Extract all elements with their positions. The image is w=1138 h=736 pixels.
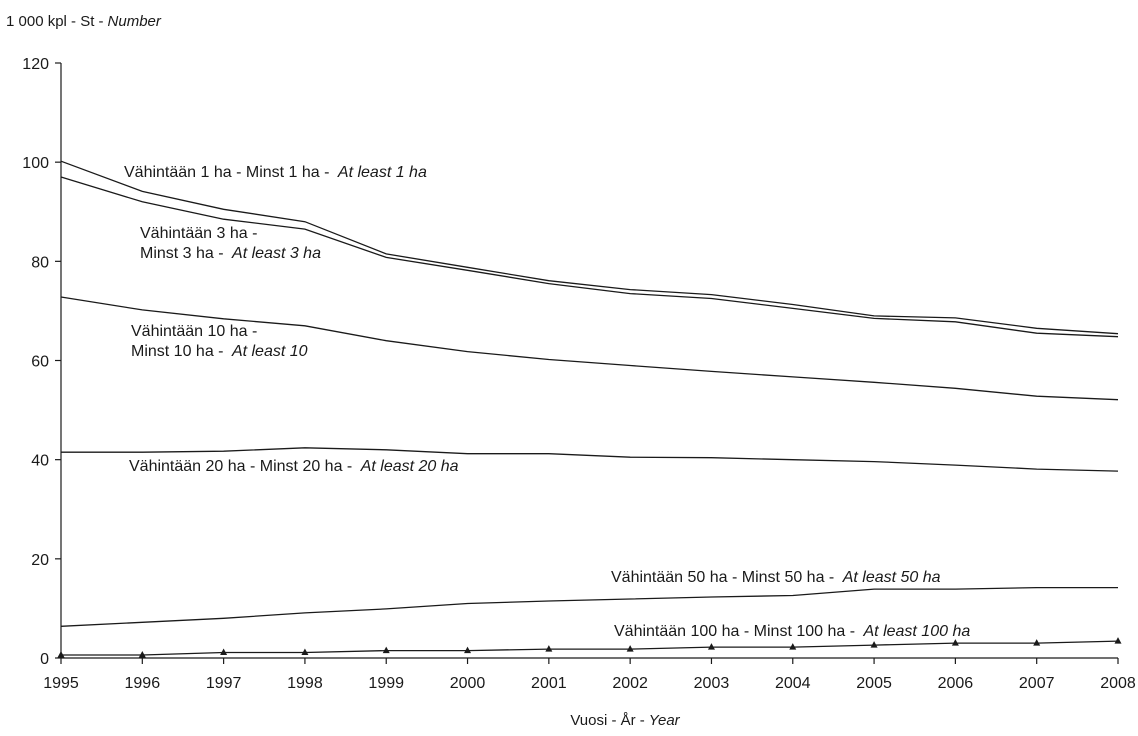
series-label-en: At least 3 ha — [231, 245, 321, 262]
y-tick-label: 60 — [31, 354, 49, 371]
data-point-marker — [626, 645, 634, 652]
series-line-1 — [60, 160, 1119, 335]
x-axis-title-en: Year — [649, 712, 681, 729]
data-point-marker — [789, 643, 797, 650]
series-label-text: Vähintään 1 ha - Minst 1 ha - — [124, 164, 334, 181]
data-point-marker — [545, 645, 553, 652]
series-group — [57, 160, 1122, 658]
data-point-marker — [220, 648, 228, 656]
series-label-2: Vähintään 3 ha - — [140, 225, 257, 242]
x-tick-label: 2008 — [1100, 675, 1136, 692]
x-tick-label: 2007 — [1019, 675, 1055, 692]
data-point-marker — [951, 639, 959, 646]
series-label-5: Vähintään 50 ha - Minst 50 ha - At least… — [611, 569, 941, 586]
series-line-5 — [60, 586, 1118, 627]
series-label-4: Vähintään 20 ha - Minst 20 ha - At least… — [129, 458, 459, 475]
series-line-4 — [61, 447, 1119, 472]
data-point-marker — [464, 646, 472, 654]
x-tick-label: 1999 — [368, 675, 404, 692]
series-line-2 — [60, 176, 1119, 338]
x-tick-label: 2003 — [694, 675, 730, 692]
y-axis-title: 1 000 kpl - St - Number — [6, 13, 162, 30]
x-tick-label: 2000 — [450, 675, 486, 692]
data-point-marker — [1114, 637, 1122, 644]
series-label-6: Vähintään 100 ha - Minst 100 ha - At lea… — [614, 623, 970, 640]
data-point-marker — [138, 651, 146, 658]
y-tick-label: 100 — [22, 155, 49, 172]
y-tick-label: 40 — [31, 453, 49, 470]
series-label-text: Vähintään 100 ha - Minst 100 ha - — [614, 623, 860, 640]
x-tick-label: 1996 — [125, 675, 161, 692]
data-point-marker — [57, 651, 65, 658]
y-tick-label: 20 — [31, 552, 49, 569]
x-tick-label: 2001 — [531, 675, 567, 692]
y-axis-title-en: Number — [108, 13, 162, 30]
data-point-marker — [707, 643, 715, 650]
x-tick-label: 1997 — [206, 675, 242, 692]
data-point-marker — [301, 648, 309, 656]
y-tick-label: 120 — [22, 56, 49, 73]
series-line-3 — [60, 296, 1119, 401]
y-axis-title-text: 1 000 kpl - St - — [6, 13, 104, 30]
data-point-marker — [1033, 639, 1041, 646]
series-label-3: Vähintään 10 ha - — [131, 323, 257, 340]
y-tick-label: 80 — [31, 254, 49, 271]
series-label-1: Vähintään 1 ha - Minst 1 ha - At least 1… — [124, 164, 427, 181]
series-line-6 — [61, 640, 1119, 656]
series-label-2: Minst 3 ha - At least 3 ha — [140, 245, 321, 262]
data-point-marker — [382, 646, 390, 654]
series-labels: Vähintään 1 ha - Minst 1 ha - At least 1… — [124, 164, 970, 640]
series-label-en: At least 10 — [231, 343, 308, 360]
series-label-text: Minst 3 ha - — [140, 245, 228, 262]
axes: 0 20 40 60 80 100 120 1995 1996 1997 1998 1999 2000 2… — [22, 56, 1136, 692]
series-label-3: Minst 10 ha - At least 10 — [131, 343, 308, 360]
series-label-text: Minst 10 ha - — [131, 343, 228, 360]
x-axis-title: Vuosi - År - Year — [570, 712, 680, 729]
x-tick-label: 2005 — [856, 675, 892, 692]
series-label-en: At least 50 ha — [842, 569, 941, 586]
x-tick-label: 1995 — [43, 675, 79, 692]
x-tick-label: 1998 — [287, 675, 323, 692]
x-tick-label: 2002 — [612, 675, 648, 692]
data-point-marker — [870, 641, 878, 648]
y-tick-label: 0 — [40, 651, 49, 668]
series-label-text: Vähintään 50 ha - Minst 50 ha - — [611, 569, 839, 586]
x-tick-label: 2006 — [938, 675, 974, 692]
series-label-en: At least 20 ha — [360, 458, 459, 475]
series-label-text: Vähintään 20 ha - Minst 20 ha - — [129, 458, 357, 475]
series-label-text: Vähintään 10 ha - — [131, 323, 257, 340]
x-axis-title-text: Vuosi - År - — [570, 712, 644, 729]
series-label-en: At least 1 ha — [337, 164, 427, 181]
x-tick-label: 2004 — [775, 675, 811, 692]
series-label-text: Vähintään 3 ha - — [140, 225, 257, 242]
series-label-en: At least 100 ha — [863, 623, 971, 640]
